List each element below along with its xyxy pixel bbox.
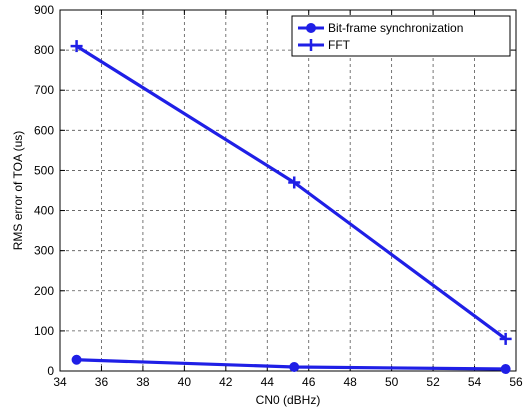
plot-area — [60, 10, 516, 371]
x-tick-label: 44 — [261, 375, 275, 389]
y-tick-label: 800 — [34, 43, 54, 57]
y-tick-label: 100 — [34, 324, 54, 338]
legend-item: Bit-frame synchronization — [298, 21, 463, 35]
x-tick-label: 38 — [136, 375, 150, 389]
x-axis-label: CN0 (dBHz) — [256, 393, 321, 407]
y-tick-label: 200 — [34, 284, 54, 298]
legend-box — [291, 15, 511, 57]
legend-marker — [305, 39, 317, 51]
data-point — [71, 354, 82, 365]
legend-label: FFT — [328, 38, 351, 52]
x-tick-label: 36 — [95, 375, 109, 389]
series-layer — [70, 40, 512, 374]
x-tick-label: 42 — [219, 375, 233, 389]
axis-ticks: 34 36 38 40 42 44 46 48 50 52 54 56 0 100 200 300 400 500… — [34, 3, 523, 389]
legend-item: FFT — [298, 38, 351, 52]
x-tick-label: 50 — [385, 375, 399, 389]
y-axis-label: RMS error of TOA (us) — [11, 131, 25, 251]
y-tick-label: 700 — [34, 83, 54, 97]
y-tick-label: 500 — [34, 163, 54, 177]
data-point — [70, 40, 83, 53]
legend: Bit-frame synchronization FFT — [291, 15, 511, 57]
series-0 — [71, 354, 511, 374]
legend-label: Bit-frame synchronization — [328, 21, 463, 35]
legend-marker — [306, 23, 316, 33]
data-point — [499, 332, 512, 345]
x-tick-label: 48 — [344, 375, 358, 389]
x-tick-label: 54 — [468, 375, 482, 389]
y-tick-label: 400 — [34, 204, 54, 218]
y-tick-label: 0 — [47, 364, 54, 378]
x-tick-label: 56 — [509, 375, 523, 389]
x-tick-label: 46 — [302, 375, 316, 389]
x-tick-label: 40 — [178, 375, 192, 389]
y-tick-label: 300 — [34, 244, 54, 258]
y-tick-label: 900 — [34, 3, 54, 17]
data-point — [500, 363, 511, 374]
x-tick-label: 34 — [53, 375, 67, 389]
data-point — [289, 361, 300, 372]
plot-frame — [59, 9, 517, 372]
series-1 — [70, 40, 512, 345]
data-point — [288, 176, 301, 189]
x-tick-label: 52 — [426, 375, 440, 389]
y-tick-label: 600 — [34, 123, 54, 137]
